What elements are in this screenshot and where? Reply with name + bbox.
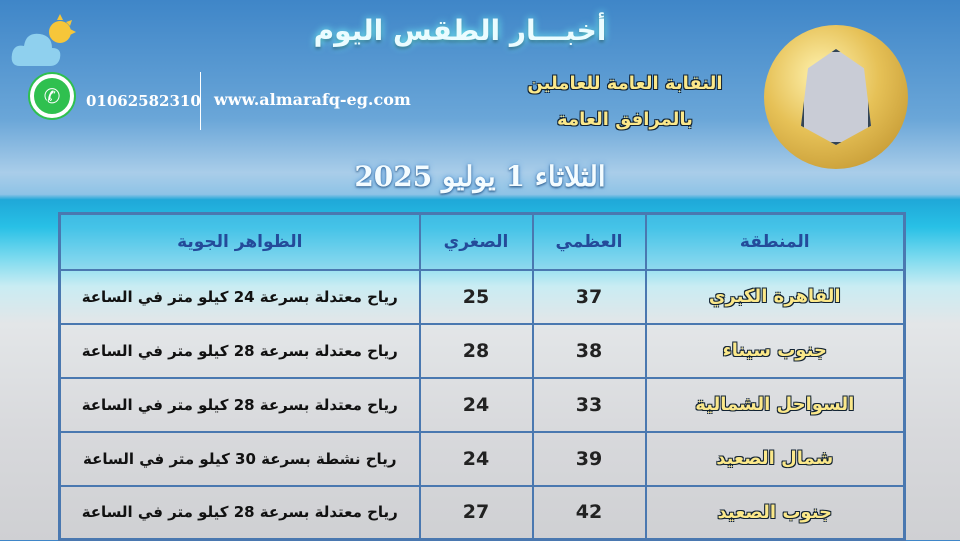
max-temp-cell: 37 bbox=[531, 268, 647, 325]
union-name: النقابة العامة للعاملين بالمرافق العامة bbox=[500, 66, 750, 138]
phone-number: 01062582310 bbox=[86, 92, 201, 110]
date-heading: الثلاثاء 1 يوليو 2025 bbox=[354, 160, 606, 193]
table-row: السواحل الشمالية 33 24 رياح معتدلة بسرعة 28… bbox=[58, 376, 906, 433]
min-temp-cell: 24 bbox=[418, 430, 534, 487]
phenomena-cell: رياح معتدلة بسرعة 28 كيلو متر في الساعة bbox=[58, 484, 421, 541]
union-line-2: بالمرافق العامة bbox=[557, 109, 693, 130]
header-region: المنطقة bbox=[644, 212, 906, 271]
header-phenomena: الظواهر الجوية bbox=[58, 212, 421, 271]
min-temp-cell: 24 bbox=[418, 376, 534, 433]
phenomena-cell: رياح نشطة بسرعة 30 كيلو متر في الساعة bbox=[58, 430, 421, 487]
cloud-sun-icon bbox=[11, 14, 76, 66]
union-logo bbox=[764, 25, 908, 169]
phenomena-cell: رياح معتدلة بسرعة 24 كيلو متر في الساعة bbox=[58, 268, 421, 325]
whatsapp-icon: ✆ bbox=[30, 74, 74, 118]
max-temp-cell: 33 bbox=[531, 376, 647, 433]
header-min: الصغري bbox=[418, 212, 534, 271]
divider bbox=[200, 72, 201, 130]
region-cell: السواحل الشمالية bbox=[644, 376, 906, 433]
website-link[interactable]: www.almarafq-eg.com bbox=[214, 90, 411, 109]
table-row: القاهرة الكبري 37 25 رياح معتدلة بسرعة 24 ك… bbox=[58, 268, 906, 325]
max-temp-cell: 39 bbox=[531, 430, 647, 487]
weather-table: المنطقة العظمي الصغري الظواهر الجوية الق… bbox=[58, 212, 906, 541]
region-cell: جنوب سيناء bbox=[644, 322, 906, 379]
table-row: شمال الصعيد 39 24 رياح نشطة بسرعة 30 كيلو م… bbox=[58, 430, 906, 487]
phenomena-cell: رياح معتدلة بسرعة 28 كيلو متر في الساعة bbox=[58, 322, 421, 379]
table-row: جنوب سيناء 38 28 رياح معتدلة بسرعة 28 كيلو … bbox=[58, 322, 906, 379]
table-header-row: المنطقة العظمي الصغري الظواهر الجوية bbox=[58, 212, 906, 271]
phenomena-cell: رياح معتدلة بسرعة 28 كيلو متر في الساعة bbox=[58, 376, 421, 433]
region-cell: القاهرة الكبري bbox=[644, 268, 906, 325]
min-temp-cell: 25 bbox=[418, 268, 534, 325]
emblem-shield bbox=[801, 49, 871, 145]
table-row: جنوب الصعيد 42 27 رياح معتدلة بسرعة 28 كيلو… bbox=[58, 484, 906, 541]
region-cell: جنوب الصعيد bbox=[644, 484, 906, 541]
max-temp-cell: 38 bbox=[531, 322, 647, 379]
max-temp-cell: 42 bbox=[531, 484, 647, 541]
union-line-1: النقابة العامة للعاملين bbox=[527, 73, 723, 94]
region-cell: شمال الصعيد bbox=[644, 430, 906, 487]
header-max: العظمي bbox=[531, 212, 647, 271]
page-title: أخبـــار الطقس اليوم bbox=[313, 14, 607, 47]
min-temp-cell: 27 bbox=[418, 484, 534, 541]
min-temp-cell: 28 bbox=[418, 322, 534, 379]
